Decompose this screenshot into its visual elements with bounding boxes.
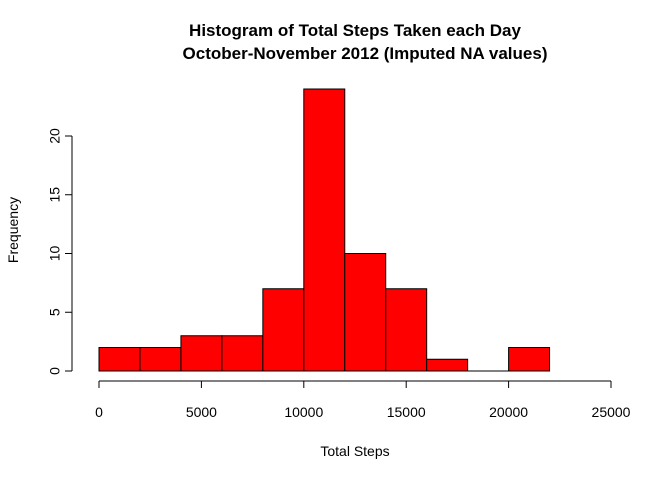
x-axis: 0 5000 10000 15000 20000 25000: [95, 380, 631, 420]
histogram-bar-3: [221, 335, 264, 372]
histogram-bar-2: [180, 335, 223, 372]
histogram-bar-5: [303, 88, 346, 372]
x-tick-label: 25000: [592, 404, 631, 420]
x-tick-label: 20000: [489, 404, 528, 420]
x-tick-label: 10000: [284, 404, 323, 420]
y-tick-label: 20: [47, 128, 63, 144]
y-tick-label: 5: [47, 308, 63, 316]
histogram-bar-4: [262, 288, 305, 372]
histogram-bar-8: [426, 358, 469, 372]
y-axis: 0 5 10 15 20: [47, 128, 73, 375]
y-tick-label: 10: [47, 246, 63, 262]
y-axis-label: Frequency: [5, 197, 21, 263]
chart-title-line1: Histogram of Total Steps Taken each Day: [189, 21, 521, 40]
histogram-bar-10: [508, 347, 551, 372]
chart-title-line2: October-November 2012 (Imputed NA values…: [183, 44, 548, 63]
x-tick-label: 0: [95, 404, 103, 420]
histogram-bar-7: [385, 288, 428, 372]
x-axis-label: Total Steps: [320, 443, 389, 459]
x-tick-label: 15000: [387, 404, 426, 420]
histogram-bar-6: [344, 253, 387, 372]
y-tick-label: 0: [47, 367, 63, 375]
y-tick-label: 15: [47, 187, 63, 203]
x-tick-label: 5000: [186, 404, 217, 420]
histogram-bar-0: [98, 347, 141, 372]
bars-group: [98, 88, 551, 372]
histogram-bar-1: [139, 347, 182, 372]
